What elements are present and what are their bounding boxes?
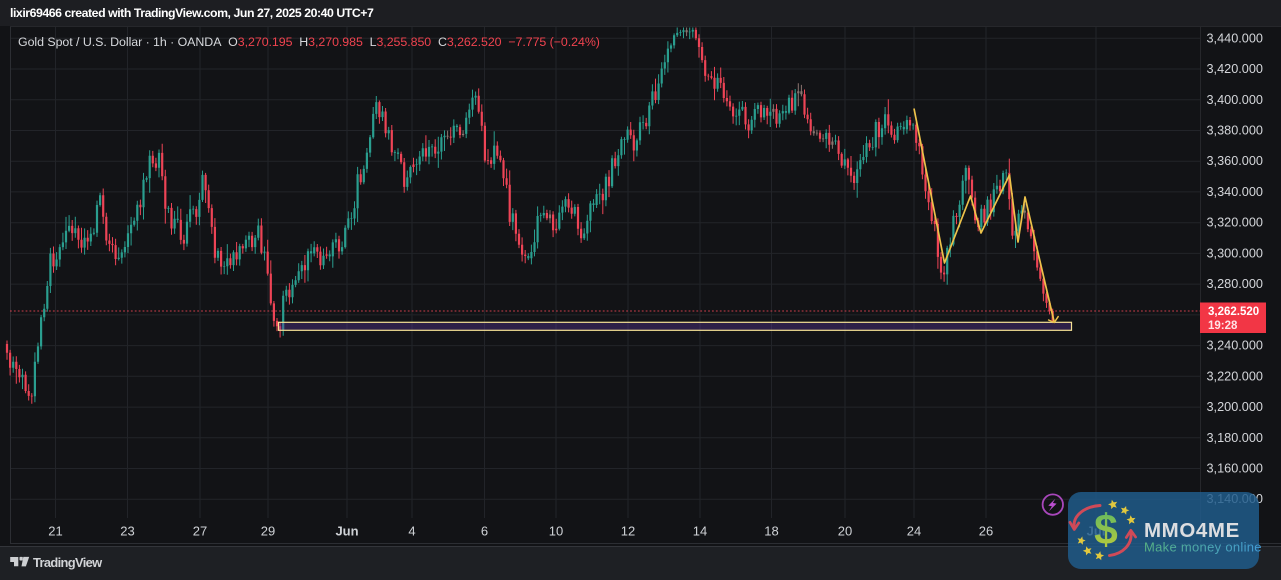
svg-text:23: 23 [120, 524, 134, 539]
svg-text:3,440.000: 3,440.000 [1207, 31, 1263, 45]
svg-text:10: 10 [549, 524, 563, 539]
svg-text:3,360.000: 3,360.000 [1207, 154, 1263, 168]
svg-text:3,400.000: 3,400.000 [1207, 93, 1263, 107]
svg-text:Jun: Jun [335, 524, 358, 539]
svg-text:3,160.000: 3,160.000 [1207, 462, 1263, 476]
svg-text:3,240.000: 3,240.000 [1207, 339, 1263, 353]
svg-text:3,280.000: 3,280.000 [1207, 277, 1263, 291]
svg-text:24: 24 [907, 524, 921, 539]
svg-text:3,380.000: 3,380.000 [1207, 124, 1263, 138]
svg-text:19:28: 19:28 [1208, 320, 1238, 332]
svg-text:4: 4 [408, 524, 415, 539]
svg-text:14: 14 [693, 524, 707, 539]
svg-text:3,300.000: 3,300.000 [1207, 246, 1263, 260]
svg-text:29: 29 [261, 524, 275, 539]
svg-text:12: 12 [621, 524, 635, 539]
svg-text:6: 6 [481, 524, 488, 539]
svg-text:3,420.000: 3,420.000 [1207, 62, 1263, 76]
svg-text:21: 21 [48, 524, 62, 539]
svg-text:3,180.000: 3,180.000 [1207, 431, 1263, 445]
svg-text:18: 18 [764, 524, 778, 539]
svg-text:20: 20 [838, 524, 852, 539]
svg-text:3,340.000: 3,340.000 [1207, 185, 1263, 199]
svg-text:27: 27 [193, 524, 207, 539]
svg-text:3,200.000: 3,200.000 [1207, 400, 1263, 414]
svg-text:3,220.000: 3,220.000 [1207, 369, 1263, 383]
svg-text:3,320.000: 3,320.000 [1207, 216, 1263, 230]
svg-text:3,262.520: 3,262.520 [1208, 306, 1259, 318]
svg-text:26: 26 [979, 524, 993, 539]
